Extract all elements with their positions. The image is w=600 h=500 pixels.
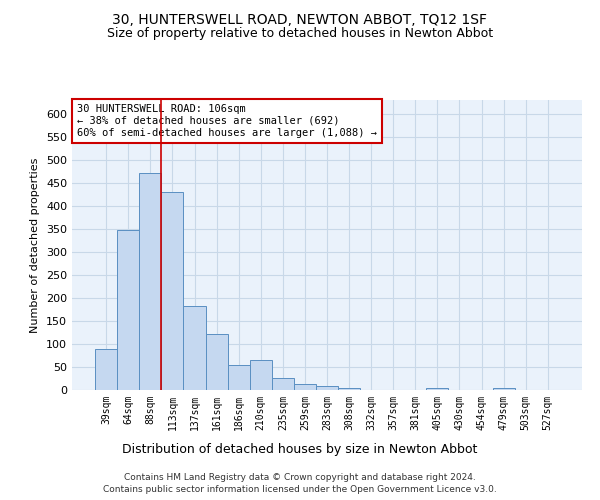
- Text: Distribution of detached houses by size in Newton Abbot: Distribution of detached houses by size …: [122, 442, 478, 456]
- Text: Contains public sector information licensed under the Open Government Licence v3: Contains public sector information licen…: [103, 485, 497, 494]
- Bar: [493, 388, 515, 390]
- Text: Contains HM Land Registry data © Crown copyright and database right 2024.: Contains HM Land Registry data © Crown c…: [124, 472, 476, 482]
- Bar: [95, 350, 117, 390]
- Text: 30 HUNTERSWELL ROAD: 106sqm
← 38% of detached houses are smaller (692)
60% of se: 30 HUNTERSWELL ROAD: 106sqm ← 38% of det…: [77, 104, 377, 138]
- Bar: [139, 172, 161, 390]
- Text: Size of property relative to detached houses in Newton Abbot: Size of property relative to detached ho…: [107, 28, 493, 40]
- Bar: [338, 388, 360, 390]
- Bar: [272, 378, 294, 390]
- Bar: [206, 334, 227, 390]
- Bar: [250, 360, 272, 390]
- Bar: [316, 386, 338, 390]
- Bar: [427, 388, 448, 390]
- Y-axis label: Number of detached properties: Number of detached properties: [31, 158, 40, 332]
- Bar: [184, 306, 206, 390]
- Bar: [294, 384, 316, 390]
- Bar: [117, 230, 139, 390]
- Text: 30, HUNTERSWELL ROAD, NEWTON ABBOT, TQ12 1SF: 30, HUNTERSWELL ROAD, NEWTON ABBOT, TQ12…: [113, 12, 487, 26]
- Bar: [227, 364, 250, 390]
- Bar: [161, 192, 184, 390]
